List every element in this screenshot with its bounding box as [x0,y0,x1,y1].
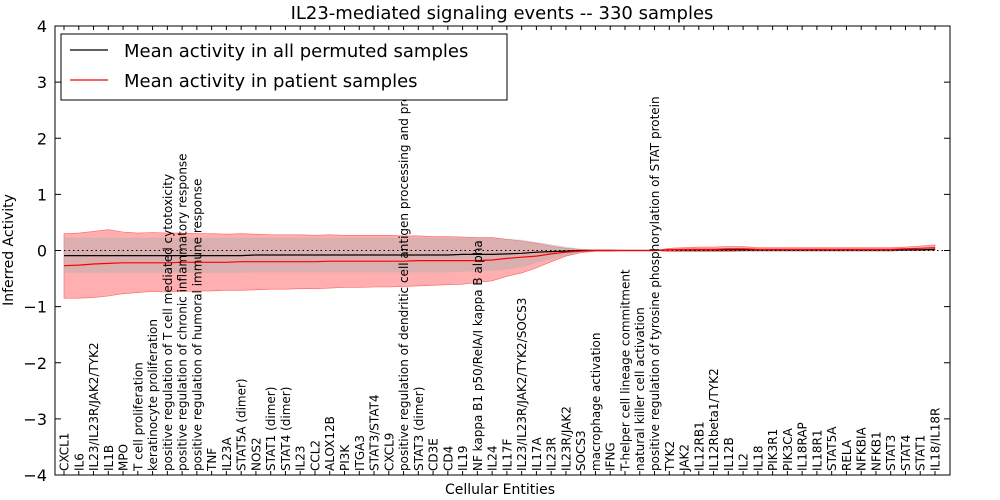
x-tick-label: NFKBIA [855,426,869,471]
x-tick-label: IL23A [220,437,234,471]
x-tick-label: RELA [840,439,854,471]
legend-label-patient: Mean activity in patient samples [124,71,418,92]
x-tick-label: positive regulation of dendritic cell an… [397,38,411,471]
x-tick-label: IL12Rbeta1/TYK2 [707,368,721,471]
x-tick-label: IL19 [456,446,470,472]
x-tick-label: STAT1 [914,435,928,471]
plot-area [55,229,950,299]
x-tick-label: TYK2 [663,441,677,472]
x-tick-label: JAK2 [678,444,692,472]
y-tick-label: −3 [23,410,47,429]
x-tick-label: IL18 [751,446,765,472]
x-tick-label: IL18R1 [810,430,824,471]
x-tick-label: IL18/IL18R [929,408,943,471]
y-tick-label: 1 [37,185,47,204]
x-tick-label: STAT5A (dimer) [235,378,249,471]
x-tick-label: IL1B [102,445,116,471]
x-tick-label: CD4 [441,446,455,471]
x-tick-label: NOS2 [249,437,263,471]
x-tick-label: STAT3/STAT4 [368,394,382,471]
x-tick-labels: CXCL1 IL6 IL23/IL23R/JAK2/TYK2 IL1B MPO T cel… [58,26,943,475]
x-tick-label: STAT4 (dimer) [279,387,293,471]
x-tick-label: SOCS3 [574,430,588,471]
axes-frame [54,25,951,476]
x-tick-label: IL6 [72,453,86,471]
x-tick-label: IL23/IL23R/JAK2/TYK2 [87,342,101,471]
y-tick-label: 4 [37,17,47,36]
x-tick-label: IL23R [545,437,559,471]
x-tick-label: STAT3 [884,435,898,471]
x-tick-label: NFKB1 [869,431,883,471]
legend-label-permuted: Mean activity in all permuted samples [124,41,468,62]
patient-band [63,229,936,299]
x-tick-label: IL12B [722,437,736,471]
y-tick-label: 3 [37,73,47,92]
y-tick-label: −4 [23,466,47,485]
x-tick-label: CD3E [427,438,441,471]
x-tick-label: natural killer cell activation [633,307,647,471]
x-tick-label: T-helper cell lineage commitment [618,269,632,472]
x-tick-label: NF kappa B1 p50/RelA/I kappa B alpha [471,240,485,471]
x-tick-label: MPO [117,444,131,471]
x-tick-label: keratinocyte proliferation [146,319,160,471]
x-tick-label: STAT4 [899,435,913,471]
x-tick-label: T cell proliferation [131,362,145,472]
x-tick-label: CXCL1 [58,433,72,471]
chart-title: IL23-mediated signaling events -- 330 sa… [291,3,714,24]
x-tick-label: IL23 [294,446,308,472]
x-tick-label: IL2 [737,453,751,471]
permuted-band [64,237,935,273]
x-tick-label: IL17A [530,437,544,471]
x-tick-label: positive regulation of humoral immune re… [190,179,204,471]
x-tick-label: positive regulation of T cell mediated c… [161,174,175,471]
x-tick-label: IL12RB1 [692,421,706,471]
y-axis-label: Inferred Activity [1,194,17,306]
series-line-patient [63,247,936,267]
y-tick-label: −1 [23,298,47,317]
y-tick-label: 0 [37,242,47,261]
x-tick-label: IFNG [604,442,618,471]
x-tick-label: ITGA3 [353,435,367,471]
x-tick-label: positive regulation of chronic inflammat… [176,153,190,471]
x-tick-label: PIK3R1 [766,429,780,471]
x-tick-label: CCL2 [308,440,322,471]
x-tick-label: ALOX12B [323,416,337,471]
y-tick-label: −2 [23,354,47,373]
x-axis-label: Cellular Entities [445,482,555,498]
x-tick-label: STAT5A [825,426,839,471]
y-tick-label: 2 [37,129,47,148]
x-tick-label: STAT1 (dimer) [264,387,278,471]
x-tick-label: PIK3CA [781,427,795,471]
x-tick-label: positive regulation of tyrosine phosphor… [648,96,662,471]
x-tick-label: TNF [205,448,219,472]
x-tick-label: IL23R/JAK2 [559,406,573,471]
x-tick-label: STAT3 (dimer) [412,387,426,471]
x-tick-label: PI3K [338,444,352,471]
x-tick-label: IL17F [500,439,514,471]
legend-box [60,33,508,101]
x-tick-label: macrophage activation [589,333,603,471]
x-tick-label: IL23/IL23R/JAK2/TYK2/SOCS3 [515,298,529,471]
x-tick-label: IL18RAP [796,422,810,471]
x-tick-label: CXCL9 [382,433,396,471]
legend: Mean activity in all permuted samples Me… [60,33,508,101]
x-tick-label: IL24 [486,446,500,472]
